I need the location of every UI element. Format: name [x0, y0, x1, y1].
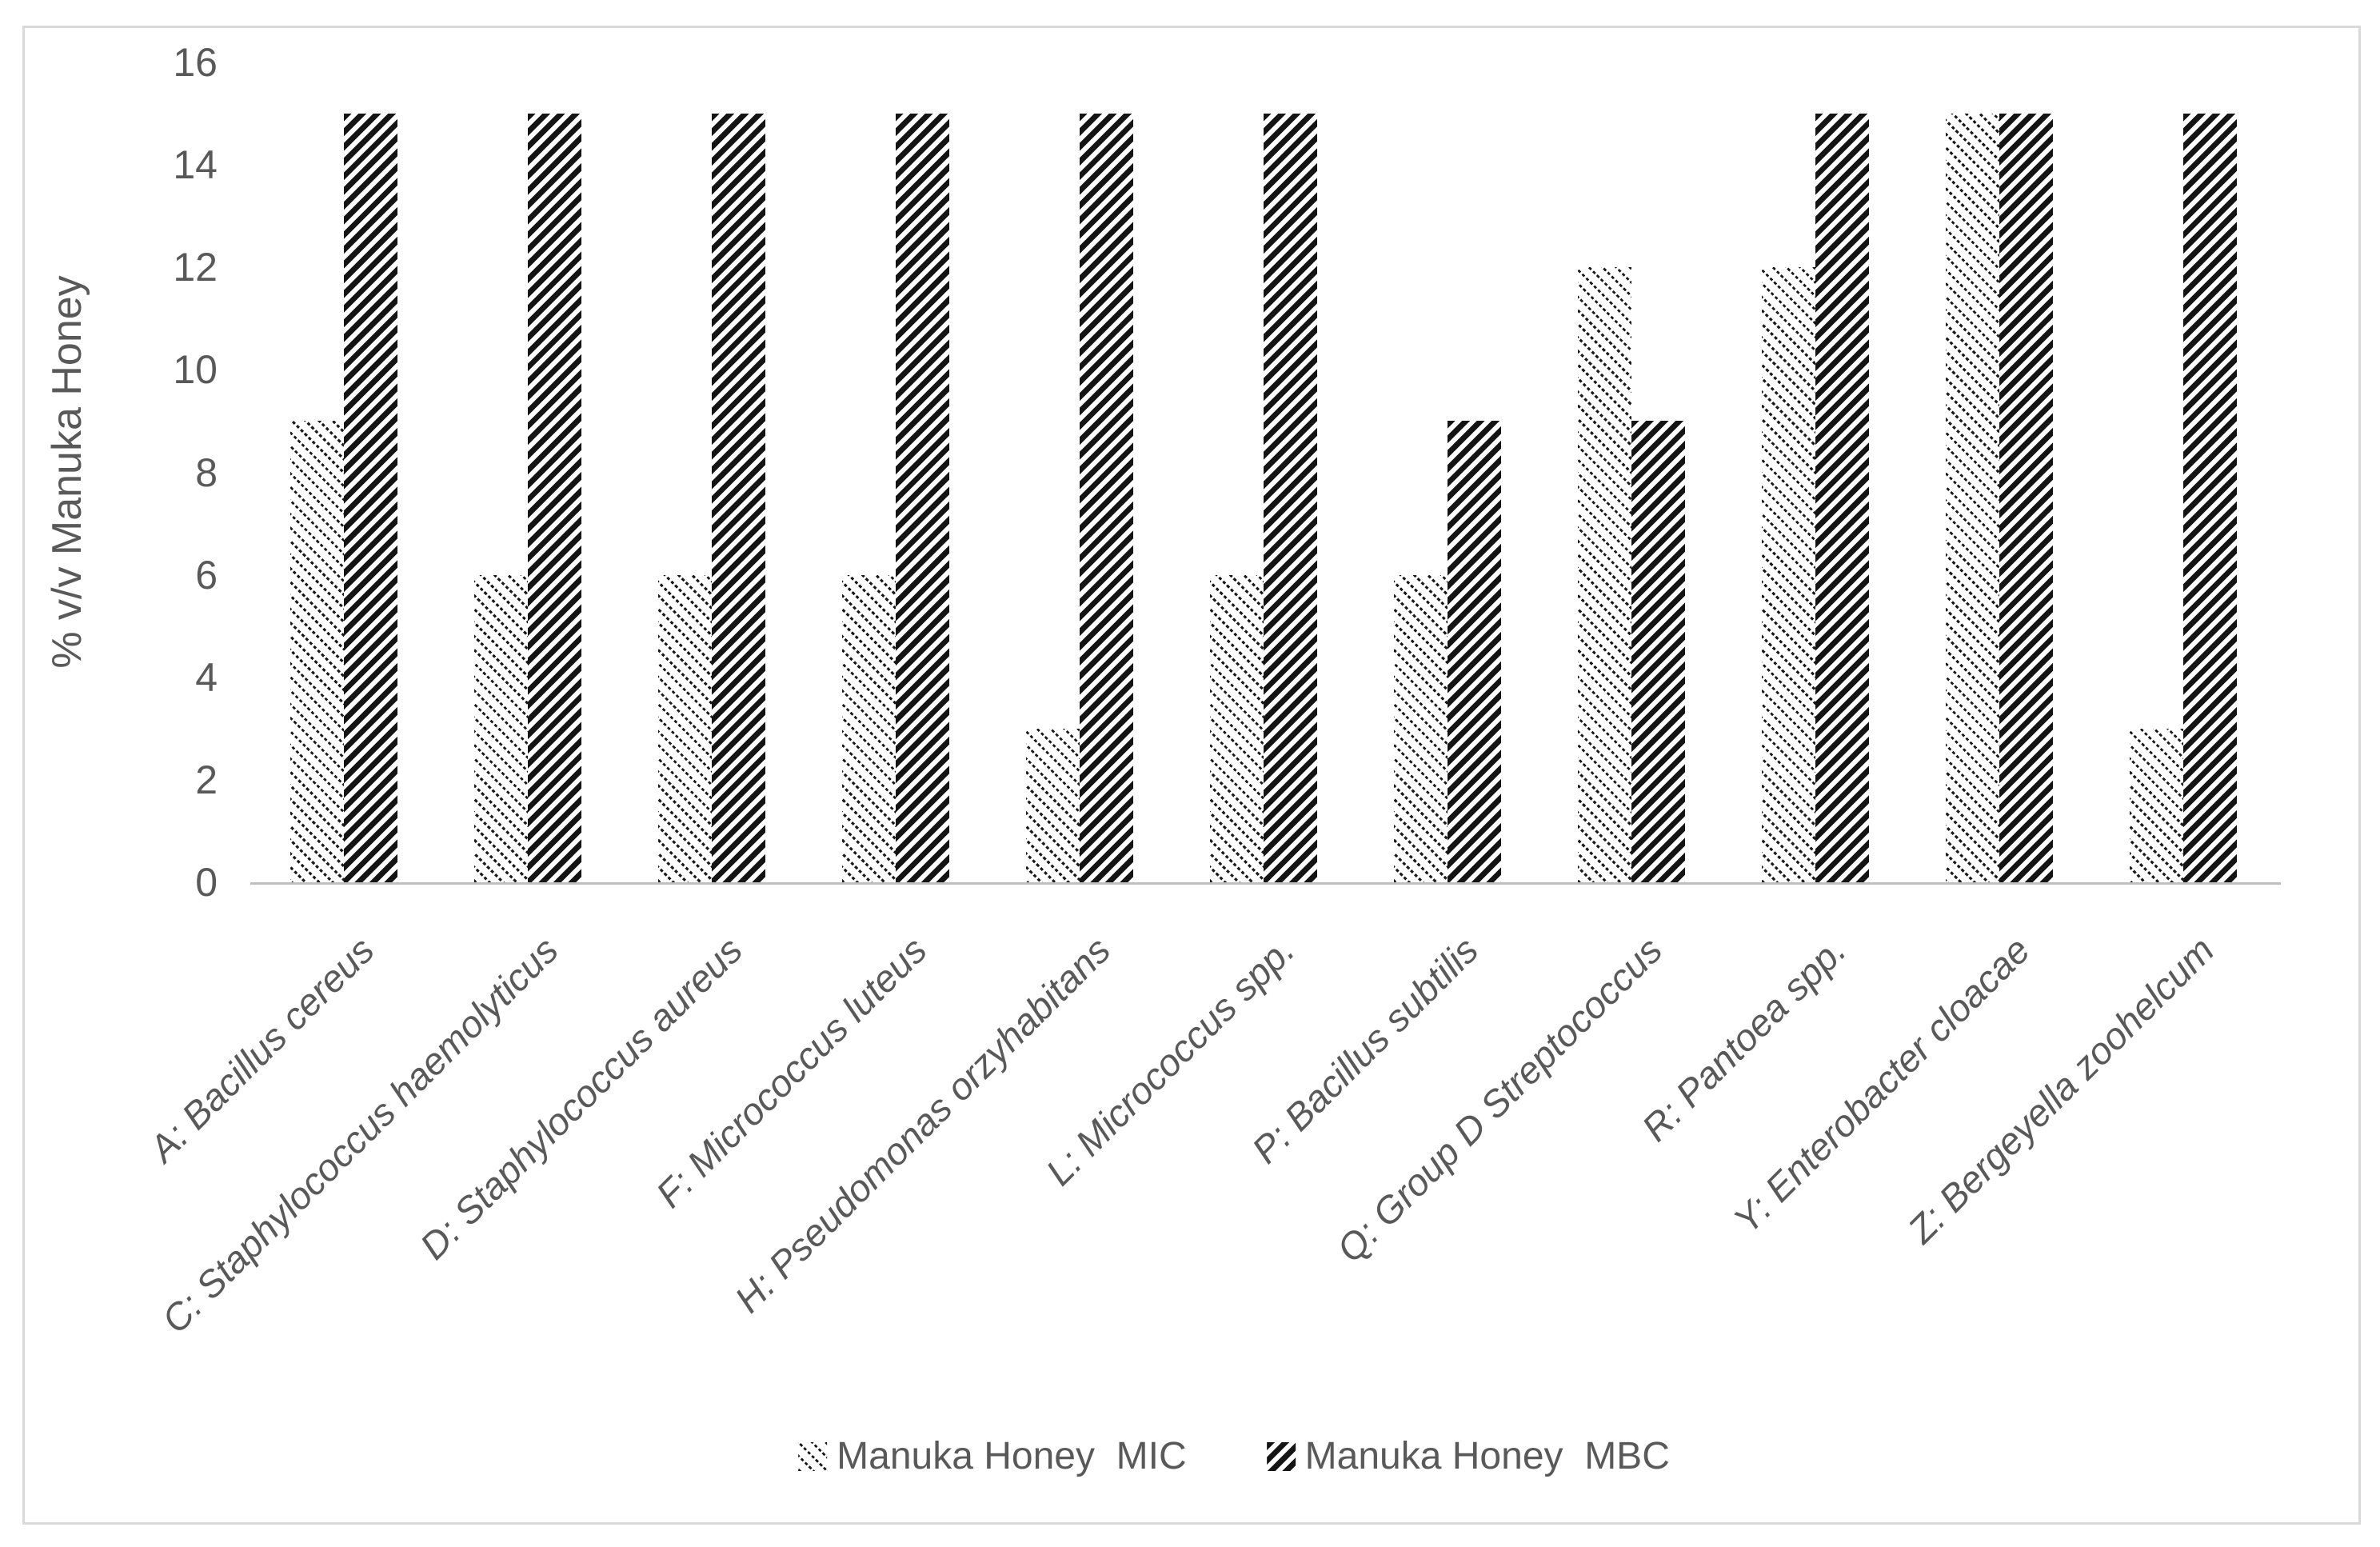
legend-label: Manuka Honey MIC: [837, 1435, 1187, 1477]
bar-mic: [2130, 728, 2183, 882]
legend-swatch-mbc: [1266, 1441, 1296, 1471]
bar-mbc: [1080, 114, 1133, 882]
legend-label: Manuka Honey MBC: [1304, 1435, 1670, 1477]
y-tick-label: 8: [195, 450, 218, 495]
bar-mbc: [712, 114, 765, 882]
bar-mbc: [1631, 421, 1685, 882]
legend-item-mic: Manuka Honey MIC: [798, 1434, 1187, 1478]
bar-mbc: [344, 114, 397, 882]
bar-mic: [658, 574, 712, 882]
y-tick-label: 4: [195, 654, 218, 700]
y-tick-label: 12: [173, 245, 218, 290]
bar-mbc: [1815, 114, 1869, 882]
bar-mic: [1026, 728, 1080, 882]
bar-mbc: [896, 114, 949, 882]
bar-mic: [1946, 114, 1999, 882]
y-tick-label: 0: [195, 860, 218, 905]
y-tick-label: 2: [195, 757, 218, 802]
y-tick-label: 10: [173, 347, 218, 393]
y-tick-label: 16: [173, 40, 218, 85]
bar-mic: [1762, 267, 1815, 882]
bar-mbc: [1999, 114, 2053, 882]
legend-swatch-mic: [798, 1441, 828, 1471]
bar-mic: [1394, 574, 1448, 882]
bar-mbc: [2183, 114, 2237, 882]
x-axis-line: [250, 882, 2281, 885]
bar-mic: [1210, 574, 1264, 882]
bar-mic: [842, 574, 896, 882]
y-tick-label: 14: [173, 142, 218, 188]
bar-mbc: [1264, 114, 1317, 882]
legend: Manuka Honey MIC Manuka Honey MBC: [798, 1434, 1670, 1478]
bar-mbc: [528, 114, 581, 882]
bar-mbc: [1448, 421, 1501, 882]
bar-mic: [474, 574, 528, 882]
bar-mic: [290, 421, 344, 882]
legend-item-mbc: Manuka Honey MBC: [1266, 1434, 1670, 1478]
bar-mic: [1578, 267, 1631, 882]
y-tick-label: 6: [195, 552, 218, 598]
